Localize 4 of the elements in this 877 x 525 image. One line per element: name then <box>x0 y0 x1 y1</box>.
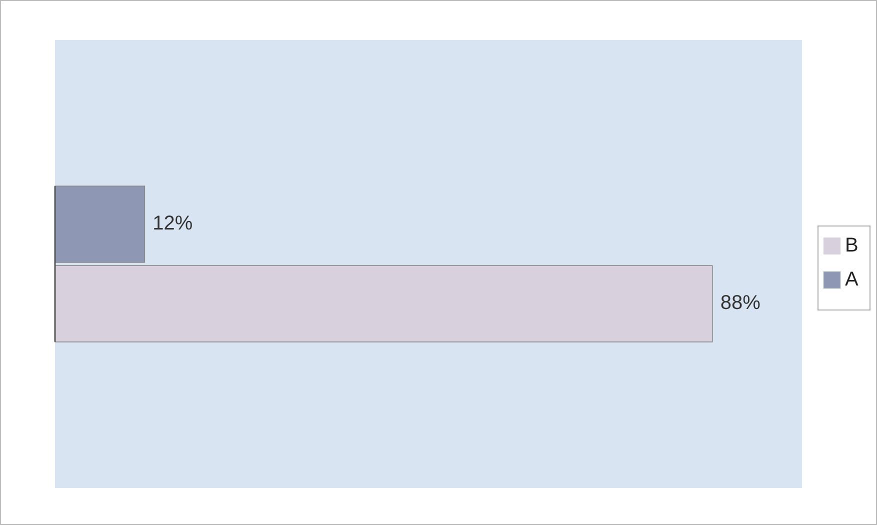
data-label: 12% <box>152 212 193 235</box>
legend-label: A <box>845 268 859 290</box>
data-label: 88% <box>720 292 761 314</box>
legend-label: B <box>845 234 858 256</box>
